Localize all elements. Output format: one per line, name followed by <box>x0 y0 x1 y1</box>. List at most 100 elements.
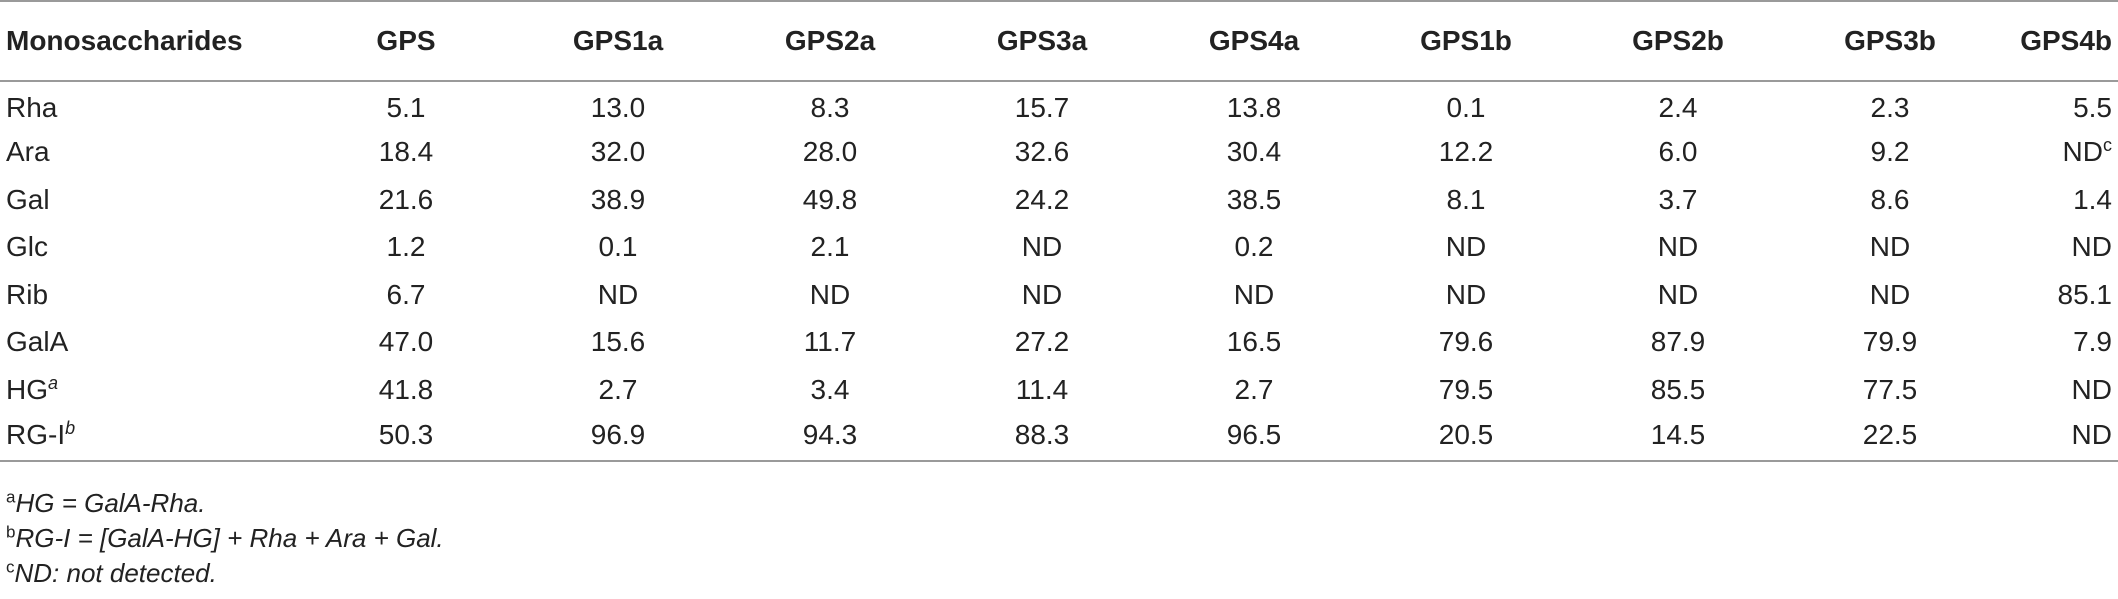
cell-value: 0.1 <box>598 231 638 263</box>
cell-value: 16.5 <box>1226 326 1282 358</box>
row-label: Gal <box>6 183 50 215</box>
value-cell: 2.7 <box>512 366 724 414</box>
cell-value: 96.9 <box>590 418 646 450</box>
value-cell: 38.5 <box>1148 176 1360 224</box>
header-cell: GPS1a <box>512 0 724 82</box>
value-cell: 6.7 <box>300 271 512 319</box>
row-label-cell: RG-Ib <box>0 413 300 462</box>
cell-value: ND <box>1657 231 1699 263</box>
value-cell: 3.4 <box>724 366 936 414</box>
row-label: HG <box>6 373 48 405</box>
cell-value: 9.2 <box>1870 136 1910 168</box>
row-label-cell: HGa <box>0 366 300 414</box>
value-cell: 11.4 <box>936 366 1148 414</box>
value-cell: 8.3 <box>724 81 936 129</box>
value-cell: 18.4 <box>300 129 512 177</box>
value-cell: 0.1 <box>512 224 724 272</box>
value-cell: 38.9 <box>512 176 724 224</box>
header-cell: GPS4a <box>1148 0 1360 82</box>
cell-value: 47.0 <box>378 326 434 358</box>
table-row: HGa 41.8 2.7 3.4 11.4 2.7 79.5 85.5 77.5 ND <box>0 366 2118 414</box>
value-cell: 0.2 <box>1148 224 1360 272</box>
value-cell: NDc <box>1996 129 2118 177</box>
cell-value: 5.1 <box>386 92 426 124</box>
cell-value: 38.9 <box>590 183 646 215</box>
value-cell: 14.5 <box>1572 413 1784 462</box>
value-cell: ND <box>1360 224 1572 272</box>
row-label: Rib <box>6 278 49 310</box>
value-cell: 8.1 <box>1360 176 1572 224</box>
cell-value: 27.2 <box>1014 326 1070 358</box>
cell-value: 15.7 <box>1014 92 1070 124</box>
value-cell: 16.5 <box>1148 319 1360 367</box>
table-row: Rib 6.7 ND ND ND ND ND ND ND 85.1 <box>0 271 2118 319</box>
table-row: RG-Ib 50.3 96.9 94.3 88.3 96.5 20.5 14.5 22.5 ND <box>0 413 2118 462</box>
cell-value: 30.4 <box>1226 136 1282 168</box>
value-cell: ND <box>1996 366 2118 414</box>
value-cell: 96.9 <box>512 413 724 462</box>
cell-value: 79.9 <box>1862 326 1918 358</box>
header-cell: GPS2a <box>724 0 936 82</box>
value-cell: ND <box>1784 271 1996 319</box>
cell-value: 18.4 <box>378 136 434 168</box>
table-row: Rha 5.1 13.0 8.3 15.7 13.8 0.1 2.4 2.3 5.5 <box>0 81 2118 129</box>
cell-value: 88.3 <box>1014 418 1070 450</box>
value-cell: ND <box>936 271 1148 319</box>
row-label: RG-I <box>6 418 66 450</box>
row-label: Ara <box>6 136 50 168</box>
footnote-marker: b <box>6 522 16 542</box>
footnote-marker: a <box>48 372 59 393</box>
value-cell: 9.2 <box>1784 129 1996 177</box>
cell-value: 79.6 <box>1438 326 1494 358</box>
row-label-cell: Rib <box>0 271 300 319</box>
value-cell: 27.2 <box>936 319 1148 367</box>
cell-value: 13.8 <box>1226 92 1282 124</box>
row-label-cell: Gal <box>0 176 300 224</box>
value-cell: 85.1 <box>1996 271 2118 319</box>
cell-value: 8.3 <box>810 92 850 124</box>
value-cell: 41.8 <box>300 366 512 414</box>
footnote: bRG-I = [GalA-HG] + Rha + Ara + Gal. <box>6 521 444 556</box>
cell-value: ND <box>1869 278 1911 310</box>
cell-value: 3.7 <box>1658 183 1698 215</box>
cell-value: ND <box>1445 231 1487 263</box>
cell-value: 32.6 <box>1014 136 1070 168</box>
cell-value: 79.5 <box>1438 373 1494 405</box>
value-cell: 15.7 <box>936 81 1148 129</box>
cell-value: 96.5 <box>1226 418 1282 450</box>
cell-value: 77.5 <box>1862 373 1918 405</box>
cell-value: ND <box>1233 278 1275 310</box>
value-cell: 79.5 <box>1360 366 1572 414</box>
cell-value: ND <box>1021 278 1063 310</box>
cell-value: 8.6 <box>1870 183 1910 215</box>
value-cell: 79.6 <box>1360 319 1572 367</box>
value-cell: 0.1 <box>1360 81 1572 129</box>
cell-value: 6.7 <box>386 278 426 310</box>
value-cell: 30.4 <box>1148 129 1360 177</box>
row-label-cell: Rha <box>0 81 300 129</box>
cell-value: 50.3 <box>378 418 434 450</box>
footnote-text: ND: not detected. <box>14 558 217 588</box>
value-cell: 32.0 <box>512 129 724 177</box>
cell-value: 1.4 <box>2073 183 2112 215</box>
header-cell: GPS4b <box>1996 0 2118 82</box>
footnote: cND: not detected. <box>6 556 444 591</box>
value-cell: 96.5 <box>1148 413 1360 462</box>
value-cell: 15.6 <box>512 319 724 367</box>
value-cell: 88.3 <box>936 413 1148 462</box>
cell-value: ND <box>597 278 639 310</box>
cell-value: 15.6 <box>590 326 646 358</box>
value-cell: ND <box>936 224 1148 272</box>
value-cell: 94.3 <box>724 413 936 462</box>
footnote-text: RG-I = [GalA-HG] + Rha + Ara + Gal. <box>15 523 444 553</box>
cell-value: ND <box>1869 231 1911 263</box>
header-cell: GPS3a <box>936 0 1148 82</box>
cell-value: ND <box>2071 418 2112 450</box>
value-cell: 12.2 <box>1360 129 1572 177</box>
cell-value: ND <box>2062 136 2103 168</box>
cell-value: ND <box>2071 231 2112 263</box>
value-cell: 49.8 <box>724 176 936 224</box>
cell-value: 2.1 <box>810 231 850 263</box>
footnote-marker: c <box>2103 135 2112 156</box>
